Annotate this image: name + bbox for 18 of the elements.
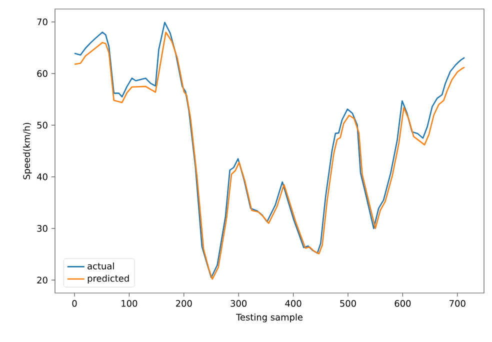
y-tick-label: 20 bbox=[37, 276, 48, 284]
legend-label: actual bbox=[88, 262, 114, 270]
y-tick-label: 50 bbox=[37, 122, 48, 129]
x-tick-label: 700 bbox=[450, 300, 466, 307]
x-tick-label: 0 bbox=[72, 300, 77, 307]
x-tick-label: 100 bbox=[122, 300, 138, 307]
legend-label: predicted bbox=[88, 274, 129, 284]
y-tick-label: 40 bbox=[37, 173, 48, 180]
y-tick-label: 70 bbox=[37, 18, 48, 26]
x-tick-label: 600 bbox=[394, 300, 411, 307]
x-tick-label: 400 bbox=[285, 300, 302, 307]
y-tick-label: 30 bbox=[37, 225, 48, 232]
y-axis-title: Speed(km/h) bbox=[23, 122, 32, 180]
x-tick-label: 500 bbox=[340, 300, 356, 307]
x-tick-label: 200 bbox=[176, 300, 192, 307]
y-tick-label: 60 bbox=[37, 70, 48, 77]
x-tick-label: 300 bbox=[230, 300, 247, 307]
x-axis-title: Testing sample bbox=[236, 314, 303, 322]
